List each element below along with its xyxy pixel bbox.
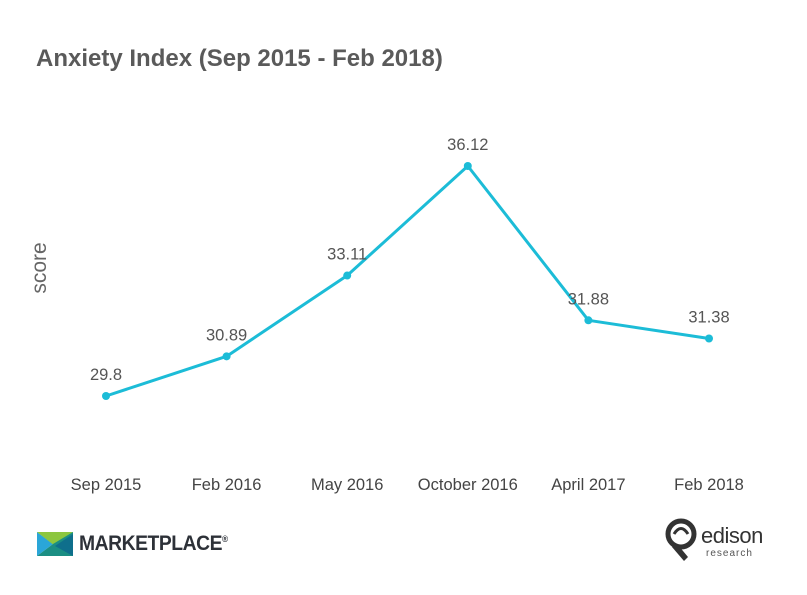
edison-name: edison xyxy=(701,523,763,548)
x-tick-label: October 2016 xyxy=(418,476,518,494)
chart-title: Anxiety Index (Sep 2015 - Feb 2018) xyxy=(36,45,443,72)
data-label: 30.89 xyxy=(206,326,247,344)
x-tick-label: Sep 2015 xyxy=(71,476,142,494)
data-point xyxy=(222,352,231,361)
data-label: 33.11 xyxy=(327,246,367,264)
x-tick-label: Feb 2016 xyxy=(192,476,262,494)
data-point xyxy=(584,316,593,325)
data-point xyxy=(705,334,713,343)
x-tick-label: April 2017 xyxy=(551,476,625,494)
data-label: 36.12 xyxy=(447,136,488,154)
x-tick-label: May 2016 xyxy=(311,476,383,494)
marketplace-logo: MARKETPLACE® xyxy=(37,528,241,560)
edison-sub: research xyxy=(706,548,753,559)
edison-research-logo: edison research xyxy=(664,517,774,567)
data-point xyxy=(343,271,352,280)
series-line xyxy=(105,164,710,398)
data-point xyxy=(102,392,110,400)
data-label: 29.8 xyxy=(90,366,122,384)
data-label: 31.38 xyxy=(688,309,729,327)
edison-bulb-icon xyxy=(665,518,697,561)
marketplace-wordmark: MARKETPLACE® xyxy=(79,532,228,555)
data-label: 31.88 xyxy=(568,290,609,308)
marketplace-mark-icon xyxy=(37,532,73,556)
x-tick-label: Feb 2018 xyxy=(674,476,744,494)
data-point xyxy=(463,162,472,170)
